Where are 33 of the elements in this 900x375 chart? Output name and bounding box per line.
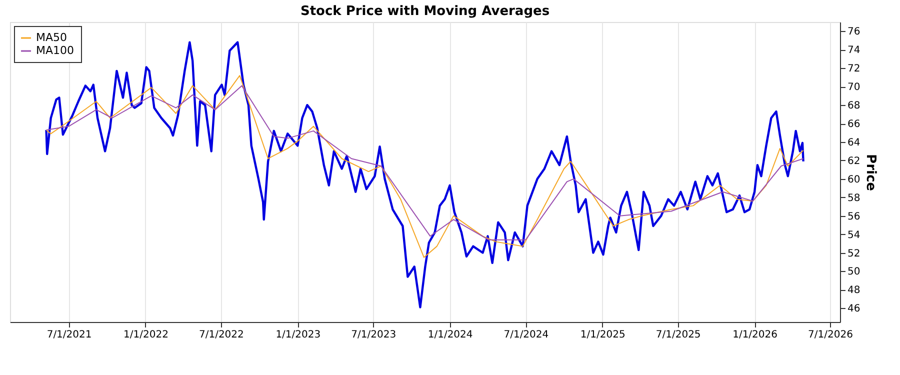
y-tick-label: 50 [848,266,860,278]
x-tick-label: 1/1/2022 [124,330,168,340]
legend-label: MA100 [36,44,74,57]
legend-label: MA50 [36,31,68,44]
y-tick-label: 46 [848,304,860,315]
y-tick-label: 56 [848,211,860,222]
y-tick-label: 66 [848,119,860,130]
x-tick-label: 7/1/2021 [46,330,92,340]
x-tick-label: 1/1/2025 [580,330,626,340]
y-tick-label: 60 [848,174,860,186]
x-tick-label: 1/1/2023 [276,330,321,340]
y-tick-label: 68 [848,100,860,112]
y-tick-label: 64 [848,138,860,148]
y-tick-label: 70 [848,82,860,94]
x-tick-label: 7/1/2022 [198,330,244,340]
x-tick-label: 7/1/2026 [808,330,853,340]
x-tick-label: 7/1/2024 [504,330,549,340]
y-tick-label: 58 [848,192,860,204]
y-tick-label: 48 [848,285,860,296]
x-tick-label: 7/1/2025 [656,330,701,340]
y-axis-title: Price [863,154,878,192]
y-tick-label: 62 [848,156,860,167]
y-tick-label: 52 [848,248,860,260]
line-series [46,75,804,258]
y-tick-label: 74 [848,45,860,56]
y-tick-label: 54 [848,230,860,241]
y-tick-label: 72 [848,64,860,75]
line-series [46,85,804,240]
x-tick-label: 1/1/2024 [428,330,473,340]
x-tick-label: 1/1/2026 [732,330,778,340]
x-tick-label: 7/1/2023 [351,330,396,340]
y-tick-label: 76 [848,26,860,38]
chart-title: Stock Price with Moving Averages [300,4,550,19]
